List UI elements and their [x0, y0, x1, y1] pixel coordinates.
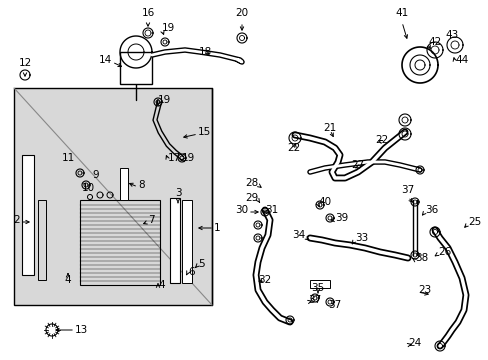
Polygon shape — [446, 37, 462, 53]
Text: 22: 22 — [287, 143, 300, 153]
Text: 3: 3 — [174, 188, 181, 198]
Text: 21: 21 — [323, 123, 336, 133]
Bar — [14, 88, 212, 305]
Text: 22: 22 — [375, 135, 388, 145]
Text: 16: 16 — [141, 8, 154, 18]
Text: 12: 12 — [19, 58, 32, 68]
Text: 8: 8 — [138, 180, 144, 190]
Text: 41: 41 — [395, 8, 408, 18]
Bar — [22, 155, 34, 275]
Text: 19: 19 — [182, 153, 195, 163]
Polygon shape — [401, 47, 437, 83]
Text: 31: 31 — [264, 205, 278, 215]
Text: 11: 11 — [61, 153, 75, 163]
Bar — [309, 280, 329, 288]
Text: 42: 42 — [427, 37, 440, 47]
Text: 10: 10 — [82, 183, 95, 193]
Text: 39: 39 — [334, 213, 347, 223]
Text: 5: 5 — [198, 259, 204, 269]
Text: 44: 44 — [454, 55, 468, 65]
Text: 28: 28 — [244, 178, 258, 188]
Text: 19: 19 — [162, 23, 175, 33]
Bar — [120, 168, 128, 200]
Text: 20: 20 — [235, 8, 248, 18]
Text: 40: 40 — [317, 197, 330, 207]
Bar — [80, 200, 160, 285]
Text: 30: 30 — [234, 205, 247, 215]
Bar — [38, 200, 46, 280]
Text: 29: 29 — [244, 193, 258, 203]
Text: 4: 4 — [64, 275, 71, 285]
Text: 13: 13 — [75, 325, 88, 335]
Text: 37: 37 — [307, 295, 321, 305]
Text: 23: 23 — [417, 285, 430, 295]
Text: 37: 37 — [401, 185, 414, 195]
Text: 33: 33 — [354, 233, 367, 243]
Text: 37: 37 — [327, 300, 341, 310]
Text: 2: 2 — [13, 215, 20, 225]
Text: 18: 18 — [198, 47, 211, 57]
Text: 14: 14 — [99, 55, 112, 65]
Text: 24: 24 — [407, 338, 420, 348]
Text: 6: 6 — [187, 267, 194, 277]
Text: 38: 38 — [414, 253, 427, 263]
Text: 15: 15 — [198, 127, 211, 137]
Text: 17: 17 — [168, 153, 181, 163]
Text: 35: 35 — [311, 283, 324, 293]
Text: 32: 32 — [258, 275, 271, 285]
Text: 4: 4 — [158, 280, 164, 290]
Text: 36: 36 — [424, 205, 437, 215]
Text: 25: 25 — [467, 217, 480, 227]
Text: 27: 27 — [351, 160, 364, 170]
Text: 1: 1 — [214, 223, 220, 233]
Text: 9: 9 — [92, 170, 99, 180]
Bar — [182, 200, 192, 283]
Bar — [120, 52, 152, 84]
Bar — [170, 198, 180, 283]
Text: 43: 43 — [444, 30, 457, 40]
Text: 34: 34 — [291, 230, 305, 240]
Text: 19: 19 — [158, 95, 171, 105]
Polygon shape — [142, 28, 153, 38]
Text: 7: 7 — [148, 215, 154, 225]
Text: 26: 26 — [437, 247, 450, 257]
